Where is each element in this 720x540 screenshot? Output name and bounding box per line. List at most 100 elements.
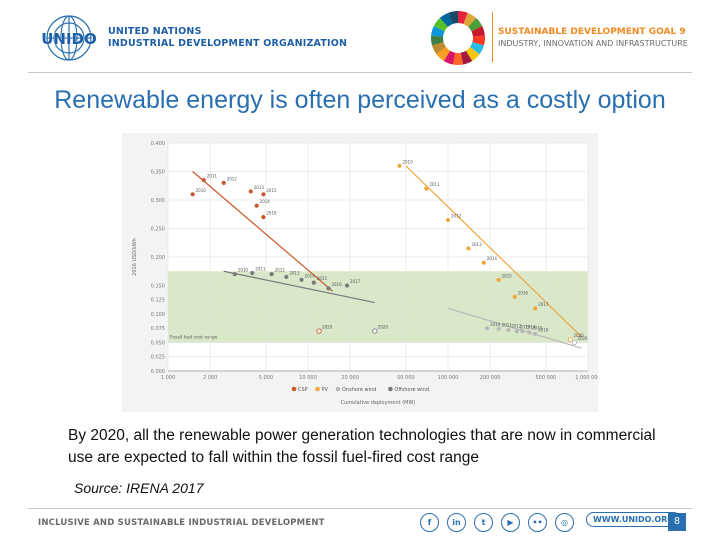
unido-logo: UNIDO — [41, 15, 97, 61]
x-tick-label: 100 000 — [438, 375, 459, 381]
sdg-wheel-logo — [431, 11, 485, 65]
data-label: 2010 — [402, 159, 413, 164]
data-label: 2011 — [207, 174, 218, 179]
x-tick-label: 1 000 — [161, 375, 175, 381]
data-point — [261, 192, 266, 197]
data-label: 2011 — [502, 322, 513, 327]
data-label: 2016 — [331, 282, 342, 287]
data-point — [496, 326, 501, 331]
data-label: 2016 — [518, 290, 529, 295]
data-point — [299, 277, 304, 282]
fossil-band-label: Fossil fuel cost range — [170, 335, 218, 341]
legend-marker — [388, 386, 393, 392]
data-point — [506, 327, 511, 333]
facebook-icon[interactable]: f — [420, 513, 439, 532]
data-point — [424, 186, 429, 191]
data-point — [201, 177, 206, 183]
legend-label: Onshore wind — [342, 387, 376, 393]
trendline — [192, 171, 334, 292]
data-point — [466, 246, 471, 251]
data-label: 2010 — [490, 322, 501, 327]
trendline — [405, 165, 583, 338]
data-label: 2010 — [196, 188, 207, 193]
data-point — [533, 306, 538, 311]
data-label: 2020 — [574, 333, 585, 338]
x-tick-label: 2 000 — [203, 375, 217, 381]
data-point-forecast — [316, 328, 322, 334]
data-label: 2014 — [305, 273, 316, 278]
y-axis-label: 2016 USD/kWh — [132, 238, 138, 276]
y-tick-label: 0.200 — [151, 255, 165, 261]
sdg-wheel-segment — [453, 52, 463, 65]
legend-label: CSP — [298, 387, 308, 393]
org-name-line1: UNITED NATIONS — [108, 26, 202, 37]
footer-rule — [28, 508, 692, 509]
data-point — [533, 331, 538, 337]
data-point — [311, 280, 316, 285]
x-tick-label: 1 000 000 — [575, 375, 598, 381]
data-label: 2015 — [502, 273, 513, 278]
data-label: 2014 — [525, 325, 536, 330]
y-tick-label: 0.100 — [151, 312, 165, 318]
data-label: 2015 — [266, 188, 277, 193]
sdg-wheel-segment — [472, 35, 485, 46]
youtube-icon[interactable]: ▶ — [501, 513, 520, 532]
sdg-title: SUSTAINABLE DEVELOPMENT GOAL 9 — [498, 27, 686, 37]
legend-marker — [335, 386, 341, 392]
website-link[interactable]: WWW.UNIDO.ORG — [586, 512, 681, 527]
sdg-wheel-segment — [460, 50, 473, 65]
legend-label: PV — [322, 387, 329, 393]
header-rule — [28, 72, 692, 73]
data-label: 2020 — [322, 325, 333, 330]
x-tick-label: 50 000 — [397, 375, 415, 381]
data-label: 2011 — [255, 266, 266, 271]
sdg-wheel-segment — [448, 11, 458, 25]
twitter-icon[interactable]: t — [474, 513, 493, 532]
data-point-forecast — [567, 336, 574, 343]
unido-logo-text: UNIDO — [41, 30, 97, 48]
sdg-wheel-segment — [465, 47, 480, 61]
instagram-icon[interactable]: ◎ — [555, 513, 574, 532]
data-point — [514, 329, 519, 334]
legend-marker — [291, 386, 297, 392]
data-point — [269, 272, 274, 277]
data-point — [527, 330, 532, 335]
sdg-wheel-segment — [471, 25, 485, 37]
y-tick-label: 0.400 — [151, 141, 165, 147]
sdg-wheel-segment — [431, 25, 445, 37]
data-point — [344, 283, 350, 288]
trendline — [223, 270, 375, 304]
data-point-forecast — [372, 328, 378, 334]
x-tick-label: 500 000 — [536, 375, 557, 381]
y-tick-label: 0.150 — [151, 283, 165, 289]
linkedin-icon[interactable]: in — [447, 513, 466, 532]
sdg-label: SUSTAINABLE DEVELOPMENT GOAL 9 INDUSTRY,… — [498, 26, 688, 50]
data-point — [397, 163, 402, 168]
sdg-wheel-segment — [469, 42, 484, 55]
data-point — [190, 192, 195, 197]
data-label: 2020 — [378, 325, 389, 330]
data-label: 2012 — [227, 176, 238, 181]
org-name: UNITED NATIONS INDUSTRIAL DEVELOPMENT OR… — [108, 26, 347, 50]
y-tick-label: 0.050 — [151, 340, 165, 346]
sdg-wheel-segment — [463, 12, 477, 27]
data-label: 2013 — [254, 185, 265, 190]
x-tick-label: 10 000 — [299, 375, 317, 381]
sdg-wheel-segment — [468, 18, 483, 32]
y-tick-label: 0.350 — [151, 169, 165, 175]
data-point — [250, 270, 255, 276]
data-label: 2017 — [538, 302, 549, 307]
header-divider — [492, 12, 493, 62]
y-tick-label: 0.000 — [151, 369, 165, 375]
legend-label: Offshore wind — [394, 387, 429, 393]
data-point — [248, 189, 253, 194]
x-tick-label: 200 000 — [480, 375, 501, 381]
sdg-wheel-segment — [431, 35, 444, 46]
flickr-icon[interactable]: •• — [528, 513, 547, 532]
source-note: Source: IRENA 2017 — [74, 480, 204, 496]
data-label: 2012 — [275, 268, 286, 273]
data-point — [445, 217, 451, 223]
y-tick-label: 0.300 — [151, 198, 165, 204]
sdg-wheel-segment — [439, 12, 453, 27]
data-point — [221, 180, 226, 185]
